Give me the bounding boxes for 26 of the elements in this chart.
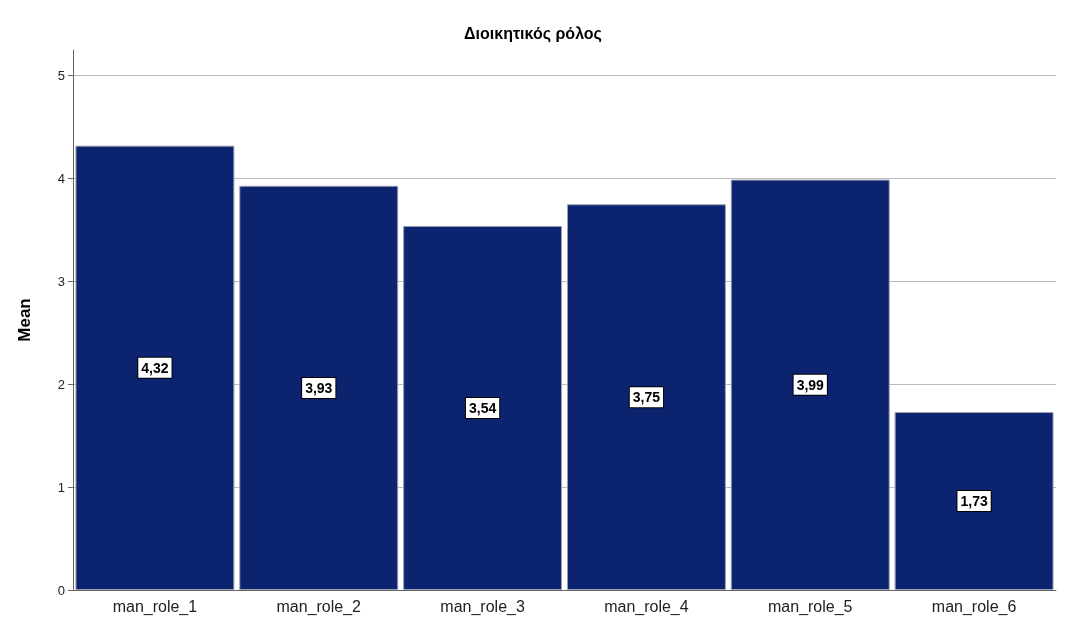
y-tick-label: 5 xyxy=(57,68,65,84)
y-tick-label: 4 xyxy=(57,171,65,187)
bar xyxy=(75,145,235,590)
data-label: 1,73 xyxy=(960,493,988,510)
bar xyxy=(894,412,1054,590)
bar xyxy=(239,185,399,590)
y-tick-label: 0 xyxy=(57,582,65,598)
data-label: 3,99 xyxy=(796,376,825,393)
data-label: 3,54 xyxy=(468,399,497,416)
y-tick-label: 3 xyxy=(57,273,65,289)
x-tick-label: man_role_1 xyxy=(112,597,198,616)
x-tick-label: man_role_5 xyxy=(768,597,853,616)
bar xyxy=(730,179,890,590)
bar xyxy=(403,225,563,590)
x-tick-label: man_role_3 xyxy=(440,597,525,616)
data-label: 3,75 xyxy=(632,389,661,406)
chart-title: Διοικητικός ρόλος xyxy=(464,24,602,43)
data-label: 4,32 xyxy=(141,359,169,376)
x-tick-label: man_role_4 xyxy=(604,597,689,616)
data-label: 3,93 xyxy=(305,379,333,396)
x-tick-label: man_role_6 xyxy=(931,597,1017,616)
y-tick-label: 1 xyxy=(57,479,65,495)
x-tick-label: man_role_2 xyxy=(276,597,362,616)
bar xyxy=(566,204,726,590)
y-tick-label: 2 xyxy=(57,376,65,392)
y-axis-title: Mean xyxy=(15,298,34,342)
